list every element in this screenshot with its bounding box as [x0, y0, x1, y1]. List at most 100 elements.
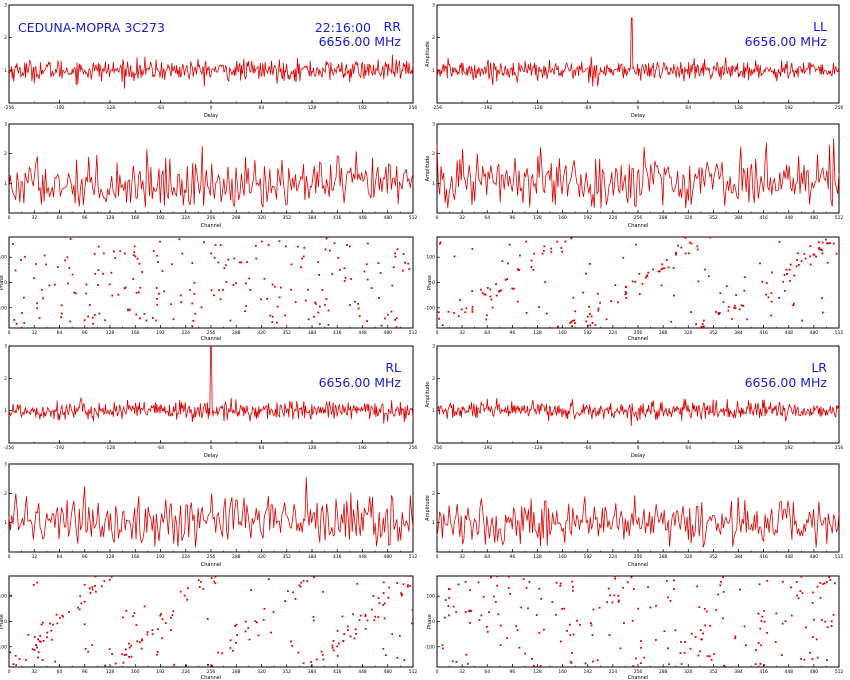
- baseline-rr-phase-ylabel: Phase: [0, 275, 5, 290]
- baseline-ll-delay-xtick-label: -64: [584, 105, 591, 111]
- baseline-rr-phase-xlabel: Channel: [201, 336, 222, 342]
- baseline-lr-phase-point: [466, 662, 469, 665]
- baseline-ll-phase-point: [624, 293, 627, 296]
- baseline-rl-phase-point: [302, 662, 305, 665]
- baseline-ll-phase-ytick-label: 100: [426, 255, 435, 261]
- baseline-ll-phase-xtick-label: 480: [810, 330, 819, 336]
- baseline-rl-phase-point: [378, 602, 381, 605]
- baseline-ll-phase-point: [804, 257, 807, 260]
- baseline-lr-phase-point: [464, 611, 467, 613]
- baseline-rr-phase-point: [136, 257, 139, 260]
- baseline-lr-phase-point: [590, 622, 592, 624]
- baseline-lr-phase-point: [819, 582, 822, 584]
- baseline-lr-phase-point: [617, 600, 620, 603]
- baseline-rl-delay-ytick-label: 3: [4, 344, 7, 350]
- baseline-ll-phase-xtick-label: 96: [510, 330, 516, 336]
- baseline-ll-amp-xtick-label: 416: [759, 215, 768, 221]
- baseline-ll-phase-point: [571, 325, 573, 328]
- baseline-rr-phase-point: [325, 298, 328, 300]
- baseline-ll-phase-point: [687, 252, 690, 255]
- baseline-rr-phase-point: [133, 251, 136, 254]
- baseline-rl-phase-point: [146, 631, 149, 633]
- baseline-rr-phase-point: [313, 315, 315, 318]
- baseline-rr-phase-point: [217, 261, 220, 264]
- baseline-rr-phase-xtick-label: 320: [257, 330, 266, 336]
- baseline-rr-phase-ytick-label: 0: [4, 280, 7, 286]
- baseline-rr-phase-point: [212, 294, 215, 297]
- baseline-lr-amp-xtick-label: 192: [583, 554, 592, 560]
- baseline-rl-phase-point: [141, 638, 144, 641]
- baseline-rl-phase-point: [114, 662, 117, 665]
- baseline-rl-phase-point: [125, 609, 128, 612]
- baseline-ll-phase-point: [550, 247, 553, 250]
- baseline-lr-phase-point: [551, 601, 554, 603]
- baseline-ll-delay-frame: [436, 4, 840, 104]
- baseline-ll-phase-point: [660, 284, 663, 287]
- baseline-ll-phase-point: [453, 255, 456, 258]
- baseline-lr-phase-point: [699, 629, 702, 632]
- baseline-rl-amp-trace: [8, 477, 414, 548]
- baseline-rr-phase-point: [110, 271, 113, 274]
- baseline-ll-phase-point: [439, 241, 442, 244]
- baseline-ll-phase-point: [617, 301, 619, 304]
- baseline-rr-phase-point: [93, 252, 96, 255]
- baseline-ll-phase-point: [770, 271, 773, 274]
- baseline-rl-phase-point: [372, 595, 375, 597]
- baseline-ll-phase-point: [543, 245, 546, 248]
- baseline-lr-phase-point: [499, 644, 502, 647]
- baseline-rr-phase-point: [358, 315, 361, 318]
- baseline-rl-phase-point: [402, 583, 405, 586]
- baseline-lr-phase-point: [569, 660, 572, 663]
- baseline-rr-phase-point: [24, 255, 26, 258]
- baseline-ll-phase-point: [516, 268, 519, 271]
- baseline-rr-phase-point: [34, 263, 37, 265]
- baseline-rr-phase-point: [214, 244, 217, 246]
- baseline-ll-phase-point: [471, 290, 474, 293]
- baseline-ll-phase-ytick-label: 0: [432, 280, 435, 286]
- baseline-lr-phase-ylabel: Phase: [427, 614, 433, 629]
- baseline-rr-phase-point: [38, 317, 41, 319]
- baseline-rl-phase-point: [186, 587, 189, 590]
- baseline-rr-phase-point: [245, 282, 247, 285]
- baseline-rr-phase-point: [94, 272, 97, 275]
- baseline-lr-phase-point: [702, 632, 704, 635]
- baseline-rr-phase-point: [36, 307, 38, 310]
- baseline-ll-phase-point: [638, 273, 641, 275]
- baseline-rl-phase-point: [77, 606, 79, 609]
- baseline-lr-delay-xtick-label: -128: [532, 445, 542, 451]
- baseline-rr-phase-point: [408, 268, 411, 271]
- baseline-rl-phase-point: [382, 604, 385, 606]
- baseline-rr-phase-point: [33, 277, 36, 279]
- baseline-rl-phase-point: [214, 582, 217, 585]
- baseline-lr-phase-point: [592, 660, 594, 663]
- baseline-lr-phase-point: [509, 593, 512, 595]
- baseline-rr-phase-point: [324, 248, 327, 251]
- baseline-lr-phase-point: [757, 612, 760, 615]
- baseline-rr-phase-point: [92, 322, 94, 325]
- baseline-rl-phase-point: [172, 610, 175, 613]
- baseline-rl-phase-point: [128, 642, 130, 645]
- baseline-rl-phase-point: [321, 653, 324, 656]
- baseline-rl-phase-point: [262, 619, 265, 621]
- baseline-lr-phase-point: [570, 662, 573, 664]
- baseline-rl-phase-point: [156, 628, 159, 631]
- baseline-rl-phase-point: [382, 581, 385, 584]
- baseline-rl-phase-point: [358, 619, 361, 622]
- baseline-ll-phase-point: [696, 245, 699, 248]
- baseline-ll-phase-xtick-label: 448: [784, 330, 793, 336]
- baseline-rr-delay-trace: [8, 54, 414, 89]
- baseline-lr-phase-point: [619, 647, 622, 650]
- baseline-rl-amp-xtick-label: 192: [156, 554, 165, 560]
- baseline-lr-phase-point: [801, 592, 804, 595]
- baseline-lr-phase-point: [457, 583, 460, 586]
- baseline-ll-phase-point: [512, 287, 515, 290]
- baseline-ll-amp-xtick-label: 0: [436, 215, 439, 221]
- baseline-rr-phase-point: [123, 287, 126, 290]
- baseline-rr-phase-point: [307, 318, 310, 321]
- baseline-lr-delay-trace: [436, 398, 840, 426]
- baseline-lr-phase-point: [572, 633, 575, 636]
- baseline-rl-phase-point: [310, 660, 312, 663]
- baseline-ll-delay-xtick-label: 128: [734, 105, 743, 111]
- baseline-rl-phase-point: [31, 648, 34, 651]
